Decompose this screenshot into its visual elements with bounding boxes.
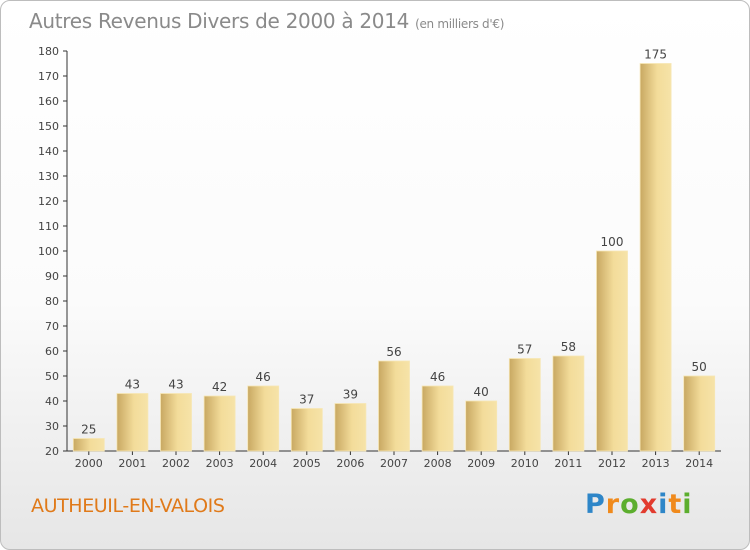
x-tick-label-2007: 2007 (380, 457, 408, 470)
x-tick-label-2001: 2001 (118, 457, 146, 470)
proxiti-logo: Proxiti (585, 489, 693, 520)
x-tick-label-2002: 2002 (162, 457, 190, 470)
bar-2002 (160, 393, 192, 452)
value-label-2001: 43 (125, 378, 140, 392)
bar-2005 (290, 408, 323, 452)
y-tick-label: 130 (38, 170, 59, 183)
value-label-2014: 50 (692, 360, 707, 374)
logo-letter: o (620, 489, 640, 520)
y-tick-label: 150 (38, 120, 59, 133)
x-tick-label-2010: 2010 (511, 457, 539, 470)
y-tick-label: 80 (45, 295, 59, 308)
value-label-2006: 39 (343, 388, 358, 402)
logo-letter: i (682, 489, 693, 520)
chart-bars (72, 63, 716, 452)
y-tick-label: 100 (38, 245, 59, 258)
y-tick-label: 40 (45, 395, 59, 408)
chart-title-text: Autres Revenus Divers de 2000 à 2014 (29, 9, 410, 33)
y-tick-label: 60 (45, 345, 59, 358)
y-tick-label: 120 (38, 195, 59, 208)
bar-2008 (421, 385, 454, 452)
bar-2004 (247, 385, 280, 452)
x-tick-label-2008: 2008 (424, 457, 452, 470)
bar-2010 (508, 358, 541, 452)
logo-letter: t (668, 489, 683, 520)
y-tick-label: 160 (38, 95, 59, 108)
y-tick-label: 20 (45, 445, 59, 458)
y-tick-label: 110 (38, 220, 59, 233)
y-tick-label: 180 (38, 45, 59, 58)
bar-2001 (116, 393, 149, 452)
x-tick-label-2003: 2003 (206, 457, 234, 470)
commune-name: AUTHEUIL-EN-VALOIS (31, 495, 225, 517)
bar-2009 (465, 400, 498, 452)
y-tick-label: 170 (38, 70, 59, 83)
bar-2000 (72, 438, 105, 452)
y-tick-label: 90 (45, 270, 59, 283)
y-tick-label: 70 (45, 320, 59, 333)
chart-unit: (en milliers d'€) (415, 17, 505, 31)
bar-2013 (639, 63, 672, 452)
value-label-2000: 25 (81, 423, 96, 437)
bar-2003 (203, 395, 236, 452)
value-label-2009: 40 (474, 385, 489, 399)
bar-2014 (683, 375, 716, 452)
chart-value-labels: 25 43 43 42 46 37 39 56 46 40 57 58 100 175 50 (81, 48, 707, 437)
value-label-2007: 56 (386, 345, 401, 359)
x-tick-label-2012: 2012 (598, 457, 626, 470)
y-tick-label: 140 (38, 145, 59, 158)
x-tick-label-2004: 2004 (249, 457, 277, 470)
x-tick-label-2005: 2005 (293, 457, 321, 470)
value-label-2011: 58 (561, 340, 576, 354)
x-tick-label-2013: 2013 (642, 457, 670, 470)
chart-axes: 20 30 40 50 60 70 80 90 100 110 120 130 140 150 160 170… (38, 45, 721, 470)
logo-letter: r (605, 489, 621, 520)
bar-2006 (334, 403, 367, 452)
logo-letter: x (639, 489, 659, 520)
x-tick-label-2000: 2000 (75, 457, 103, 470)
value-label-2004: 46 (256, 370, 271, 384)
x-tick-label-2006: 2006 (336, 457, 364, 470)
value-label-2005: 37 (299, 393, 314, 407)
chart-title: Autres Revenus Divers de 2000 à 2014 (en … (29, 9, 504, 33)
y-tick-label: 50 (45, 370, 59, 383)
value-label-2002: 43 (168, 378, 183, 392)
value-label-2012: 100 (601, 235, 624, 249)
bar-2012 (596, 250, 628, 452)
logo-letter: P (585, 489, 606, 520)
value-label-2010: 57 (517, 343, 532, 357)
x-tick-label-2011: 2011 (554, 457, 582, 470)
value-label-2003: 42 (212, 380, 227, 394)
logo-letter: i (658, 489, 669, 520)
x-tick-label-2009: 2009 (467, 457, 495, 470)
y-tick-label: 30 (45, 420, 59, 433)
x-tick-label-2014: 2014 (685, 457, 713, 470)
bar-2007 (378, 360, 410, 452)
value-label-2008: 46 (430, 370, 445, 384)
value-label-2013: 175 (644, 48, 667, 62)
bar-2011 (552, 355, 585, 452)
